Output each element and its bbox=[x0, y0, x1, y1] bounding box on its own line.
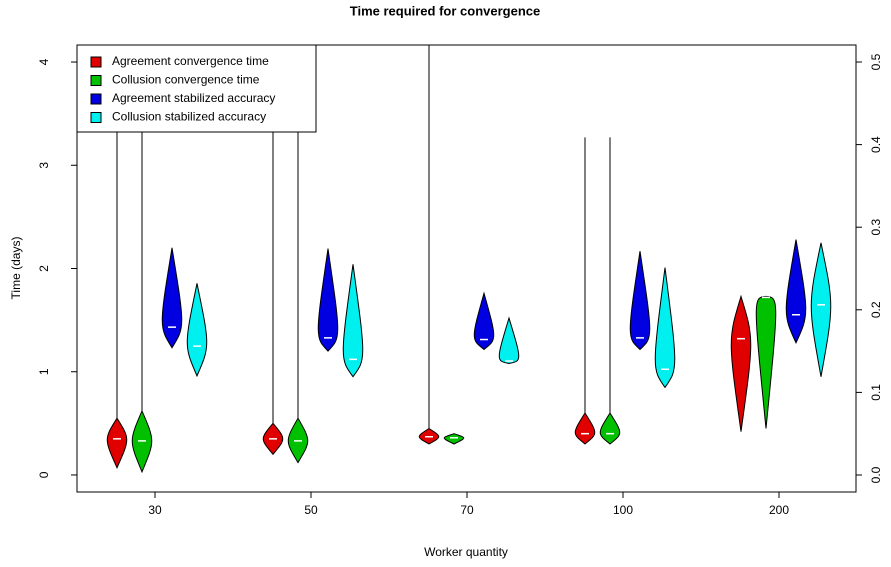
violin bbox=[106, 417, 128, 469]
legend-box bbox=[76, 44, 317, 133]
y2-tick-label: 0.5 bbox=[869, 53, 883, 70]
violin bbox=[473, 291, 495, 351]
y2-tick-label: 0.1 bbox=[869, 384, 883, 401]
chart-title: Time required for convergence bbox=[350, 3, 541, 18]
legend-label: Collusion stabilized accuracy bbox=[112, 110, 266, 124]
y-tick-label: 1 bbox=[37, 368, 51, 375]
violin bbox=[186, 283, 208, 378]
y2-tick-label: 0.0 bbox=[869, 466, 883, 483]
violin bbox=[730, 294, 752, 432]
violin bbox=[161, 247, 183, 349]
y-tick-label: 4 bbox=[37, 58, 51, 65]
legend-label: Agreement stabilized accuracy bbox=[112, 91, 275, 105]
violin bbox=[755, 295, 777, 429]
legend-swatch bbox=[90, 56, 102, 68]
violin bbox=[629, 251, 651, 351]
x-tick-label: 30 bbox=[148, 503, 162, 517]
y2-tick-label: 0.4 bbox=[869, 136, 883, 153]
plot-area bbox=[106, 45, 832, 474]
legend-swatch bbox=[90, 112, 102, 123]
violin bbox=[574, 412, 596, 445]
violin bbox=[810, 242, 832, 377]
x-axis-label: Worker quantity bbox=[424, 545, 508, 559]
y2-tick-label: 0.2 bbox=[869, 301, 883, 318]
violin bbox=[498, 316, 520, 364]
legend-swatch bbox=[90, 75, 102, 86]
violin bbox=[342, 264, 364, 378]
violin bbox=[785, 239, 807, 345]
x-tick-label: 70 bbox=[460, 503, 474, 517]
x-tick-label: 200 bbox=[769, 503, 789, 517]
violin bbox=[443, 433, 465, 445]
violin bbox=[654, 267, 676, 389]
violin bbox=[599, 412, 621, 445]
y2-tick-label: 0.3 bbox=[869, 219, 883, 236]
y-tick-label: 0 bbox=[37, 471, 51, 478]
legend-label: Agreement convergence time bbox=[112, 54, 269, 68]
legend-swatch bbox=[90, 93, 102, 105]
y-axis-label: Time (days) bbox=[9, 237, 23, 300]
x-tick-label: 50 bbox=[304, 503, 318, 517]
y-tick-label: 2 bbox=[37, 265, 51, 272]
y-tick-label: 3 bbox=[37, 162, 51, 169]
violin bbox=[317, 248, 339, 352]
x-tick-label: 100 bbox=[613, 503, 633, 517]
legend-label: Collusion convergence time bbox=[112, 73, 260, 87]
